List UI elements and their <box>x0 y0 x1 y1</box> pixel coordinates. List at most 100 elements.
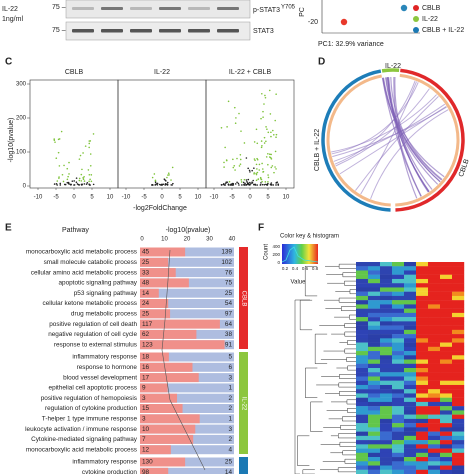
heat-cell <box>368 308 381 314</box>
heat-cell <box>428 262 441 267</box>
heat-cell <box>380 295 393 301</box>
heat-cell <box>356 401 369 407</box>
heat-cell <box>356 469 369 474</box>
point <box>265 183 267 186</box>
group-strip <box>239 352 248 454</box>
point <box>236 157 238 160</box>
count-left: 15 <box>142 405 150 412</box>
count-right: 102 <box>221 259 232 266</box>
heat-cell <box>368 304 381 309</box>
pathway-table: 0 10 20 30 40 monocarboxylic acid metabolic p… <box>25 237 248 474</box>
pathway-label: cellular ketone metabolic process <box>43 300 138 307</box>
heat-cell <box>404 266 417 271</box>
point <box>161 184 163 186</box>
heat-cell <box>428 304 441 309</box>
heat-cell <box>440 291 453 297</box>
bar-bg <box>140 404 234 413</box>
bar-bg <box>140 467 234 474</box>
heat-cell <box>356 406 369 411</box>
heat-cell <box>380 308 393 314</box>
heat-cell <box>368 461 381 466</box>
y-tick-label: 300 <box>16 82 27 88</box>
point <box>86 182 89 184</box>
point <box>79 154 82 157</box>
heat-cell <box>428 325 441 331</box>
heat-cell <box>452 308 465 314</box>
heat-cell <box>404 295 417 301</box>
point <box>226 126 228 128</box>
point <box>267 181 269 183</box>
heat-cell <box>452 448 465 453</box>
heat-cell <box>368 410 381 415</box>
heat-cell <box>428 308 441 314</box>
point <box>88 146 90 149</box>
plot-title: IL-22 + CBLB <box>229 69 272 76</box>
point <box>78 158 81 160</box>
x-tick-label: -5 <box>141 195 147 201</box>
bar <box>140 352 169 362</box>
axis-tick-label: 20 <box>184 237 191 243</box>
heat-cell <box>356 287 369 292</box>
heat-cell <box>392 270 405 275</box>
heat-cell <box>416 262 429 267</box>
heat-cell <box>440 418 453 424</box>
heat-cell <box>452 440 465 445</box>
point <box>247 182 250 185</box>
point <box>277 184 280 186</box>
heat-cell <box>416 300 429 305</box>
point <box>240 179 243 181</box>
heat-cell <box>428 359 441 364</box>
heat-cell <box>416 452 429 458</box>
point <box>258 163 261 166</box>
heat-cell <box>392 291 405 297</box>
axis-tick-label: 30 <box>206 237 213 243</box>
point <box>71 180 74 182</box>
bar-bg <box>140 247 234 257</box>
heat-cell <box>380 355 393 360</box>
heat-cell <box>368 418 381 424</box>
heat-cell <box>404 431 417 437</box>
point <box>88 140 91 142</box>
pca-tick: -20 <box>308 19 318 26</box>
heat-cell <box>428 393 441 398</box>
point <box>256 171 259 174</box>
heat-cell <box>392 406 405 411</box>
heat-cell <box>392 452 405 458</box>
point <box>262 170 265 173</box>
point <box>227 100 230 103</box>
point <box>269 113 272 115</box>
point <box>270 166 273 169</box>
heat-cell <box>416 457 429 462</box>
heat-cell <box>404 329 417 335</box>
heat-cell <box>428 384 441 390</box>
heat-cell <box>356 346 369 352</box>
heat-cell <box>452 423 465 428</box>
heat-cell <box>404 461 417 466</box>
heat-cell <box>392 384 405 390</box>
point <box>245 184 248 186</box>
point <box>166 176 168 179</box>
heat-cell <box>428 397 441 403</box>
heat-cell <box>440 287 453 292</box>
heat-cell <box>392 427 405 432</box>
heat-cell <box>440 300 453 305</box>
heat-cell <box>452 342 465 347</box>
heat-cell <box>452 363 465 369</box>
point <box>262 110 264 113</box>
heat-cell <box>380 300 393 305</box>
heat-cell <box>440 465 453 470</box>
legend-label: IL-22 <box>422 16 438 23</box>
heat-cell <box>428 427 441 432</box>
group-label: CBLB <box>240 291 246 307</box>
heat-cell <box>440 329 453 335</box>
heat-cell <box>440 295 453 301</box>
chord <box>331 94 437 153</box>
chord <box>355 96 439 191</box>
point <box>253 158 256 160</box>
heat-cell <box>380 397 393 403</box>
heat-cell <box>452 329 465 335</box>
heat-cell <box>416 283 429 288</box>
panel-letter: F <box>258 223 264 234</box>
chord <box>333 103 446 162</box>
point <box>53 183 56 185</box>
